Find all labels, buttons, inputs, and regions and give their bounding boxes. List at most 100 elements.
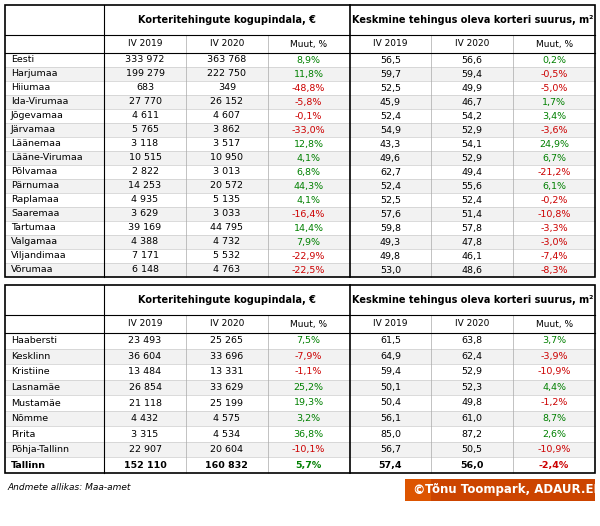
Text: 36 604: 36 604 — [128, 352, 161, 361]
Text: Saaremaa: Saaremaa — [11, 209, 59, 218]
Bar — [5, 81, 595, 95]
Text: 43,3: 43,3 — [380, 139, 401, 148]
Text: Läänemaa: Läänemaa — [11, 139, 61, 148]
Text: IV 2019: IV 2019 — [128, 39, 162, 48]
Bar — [5, 5, 595, 53]
Text: 26 854: 26 854 — [128, 383, 161, 392]
Text: 27 770: 27 770 — [128, 97, 161, 106]
Text: 54,2: 54,2 — [462, 112, 483, 120]
Text: Ida-Virumaa: Ida-Virumaa — [11, 97, 68, 106]
Text: 7,5%: 7,5% — [296, 336, 320, 345]
Text: -0,2%: -0,2% — [541, 196, 568, 205]
Text: -3,6%: -3,6% — [541, 126, 568, 135]
Text: 25,2%: 25,2% — [293, 383, 323, 392]
Bar — [5, 427, 595, 442]
Text: 3,7%: 3,7% — [542, 336, 566, 345]
Text: 64,9: 64,9 — [380, 352, 401, 361]
Text: 36,8%: 36,8% — [293, 430, 324, 439]
Bar — [5, 95, 595, 109]
Text: 49,4: 49,4 — [462, 167, 483, 177]
Text: Haabersti: Haabersti — [11, 336, 57, 345]
Text: 4 935: 4 935 — [131, 196, 158, 205]
Bar — [5, 442, 595, 458]
Text: 7,9%: 7,9% — [296, 238, 320, 247]
Text: 45,9: 45,9 — [380, 97, 401, 106]
Text: 363 768: 363 768 — [207, 56, 247, 65]
Text: 222 750: 222 750 — [208, 69, 247, 78]
Text: 49,3: 49,3 — [380, 238, 401, 247]
Text: -21,2%: -21,2% — [538, 167, 571, 177]
Bar — [5, 395, 595, 411]
Text: 56,7: 56,7 — [380, 445, 401, 454]
Text: 4,1%: 4,1% — [296, 154, 320, 163]
Text: 25 265: 25 265 — [211, 336, 244, 345]
Text: 57,8: 57,8 — [462, 224, 483, 232]
Text: 7 171: 7 171 — [131, 251, 158, 260]
Text: Korteritehingute kogupindala, €: Korteritehingute kogupindala, € — [138, 15, 316, 25]
Text: 55,6: 55,6 — [462, 181, 483, 190]
Text: 59,4: 59,4 — [462, 69, 483, 78]
Text: 49,8: 49,8 — [462, 399, 483, 408]
Text: 25 199: 25 199 — [211, 399, 244, 408]
Bar — [405, 479, 595, 501]
Text: 52,4: 52,4 — [380, 181, 401, 190]
Text: 44,3%: 44,3% — [293, 181, 324, 190]
Text: 56,6: 56,6 — [462, 56, 483, 65]
Text: 5 135: 5 135 — [213, 196, 241, 205]
Text: 87,2: 87,2 — [462, 430, 483, 439]
Bar — [5, 249, 595, 263]
Text: 4 575: 4 575 — [214, 414, 241, 423]
Text: 33 696: 33 696 — [210, 352, 244, 361]
Text: 10 950: 10 950 — [211, 154, 244, 163]
Text: Muut, %: Muut, % — [290, 39, 327, 48]
Text: 49,8: 49,8 — [380, 251, 401, 260]
Text: 4 732: 4 732 — [213, 238, 241, 247]
Text: 8,7%: 8,7% — [542, 414, 566, 423]
Bar — [5, 349, 595, 364]
Text: -3,0%: -3,0% — [541, 238, 568, 247]
Text: 4 763: 4 763 — [213, 266, 241, 275]
Text: -10,9%: -10,9% — [538, 445, 571, 454]
Text: IV 2020: IV 2020 — [455, 39, 490, 48]
Bar — [5, 364, 595, 380]
Bar — [5, 193, 595, 207]
Text: -22,9%: -22,9% — [292, 251, 325, 260]
Text: 6,1%: 6,1% — [542, 181, 566, 190]
Bar — [5, 53, 595, 67]
Text: 59,7: 59,7 — [380, 69, 401, 78]
Text: -7,9%: -7,9% — [295, 352, 322, 361]
Text: Muut, %: Muut, % — [536, 39, 572, 48]
Text: -10,9%: -10,9% — [538, 367, 571, 377]
Text: Muut, %: Muut, % — [536, 319, 572, 329]
Text: 3 315: 3 315 — [131, 430, 158, 439]
Text: 52,4: 52,4 — [380, 112, 401, 120]
Text: 0,2%: 0,2% — [542, 56, 566, 65]
Text: 47,8: 47,8 — [462, 238, 483, 247]
Text: 3 862: 3 862 — [213, 126, 241, 135]
Text: 4 534: 4 534 — [213, 430, 241, 439]
Bar — [5, 333, 595, 349]
Text: Keskmine tehingus oleva korteri suurus, m²: Keskmine tehingus oleva korteri suurus, … — [352, 295, 593, 305]
Text: -22,5%: -22,5% — [292, 266, 325, 275]
Text: 160 832: 160 832 — [205, 461, 248, 470]
Text: 6 148: 6 148 — [131, 266, 158, 275]
Text: 22 907: 22 907 — [128, 445, 161, 454]
Text: 57,4: 57,4 — [379, 461, 402, 470]
Text: 4 611: 4 611 — [131, 112, 158, 120]
Text: Keskmine tehingus oleva korteri suurus, m²: Keskmine tehingus oleva korteri suurus, … — [352, 15, 593, 25]
Text: Põhja-Tallinn: Põhja-Tallinn — [11, 445, 69, 454]
Text: 2 822: 2 822 — [131, 167, 158, 177]
Bar — [5, 285, 595, 333]
Text: 3 517: 3 517 — [213, 139, 241, 148]
Text: -0,1%: -0,1% — [295, 112, 322, 120]
Text: 20 572: 20 572 — [211, 181, 244, 190]
Bar — [5, 137, 595, 151]
Text: Harjumaa: Harjumaa — [11, 69, 58, 78]
Text: 50,4: 50,4 — [380, 399, 401, 408]
Bar — [5, 235, 595, 249]
Text: Lasnamäe: Lasnamäe — [11, 383, 60, 392]
Text: 46,1: 46,1 — [462, 251, 483, 260]
Text: Nõmme: Nõmme — [11, 414, 48, 423]
Text: Pirita: Pirita — [11, 430, 35, 439]
Bar — [5, 207, 595, 221]
